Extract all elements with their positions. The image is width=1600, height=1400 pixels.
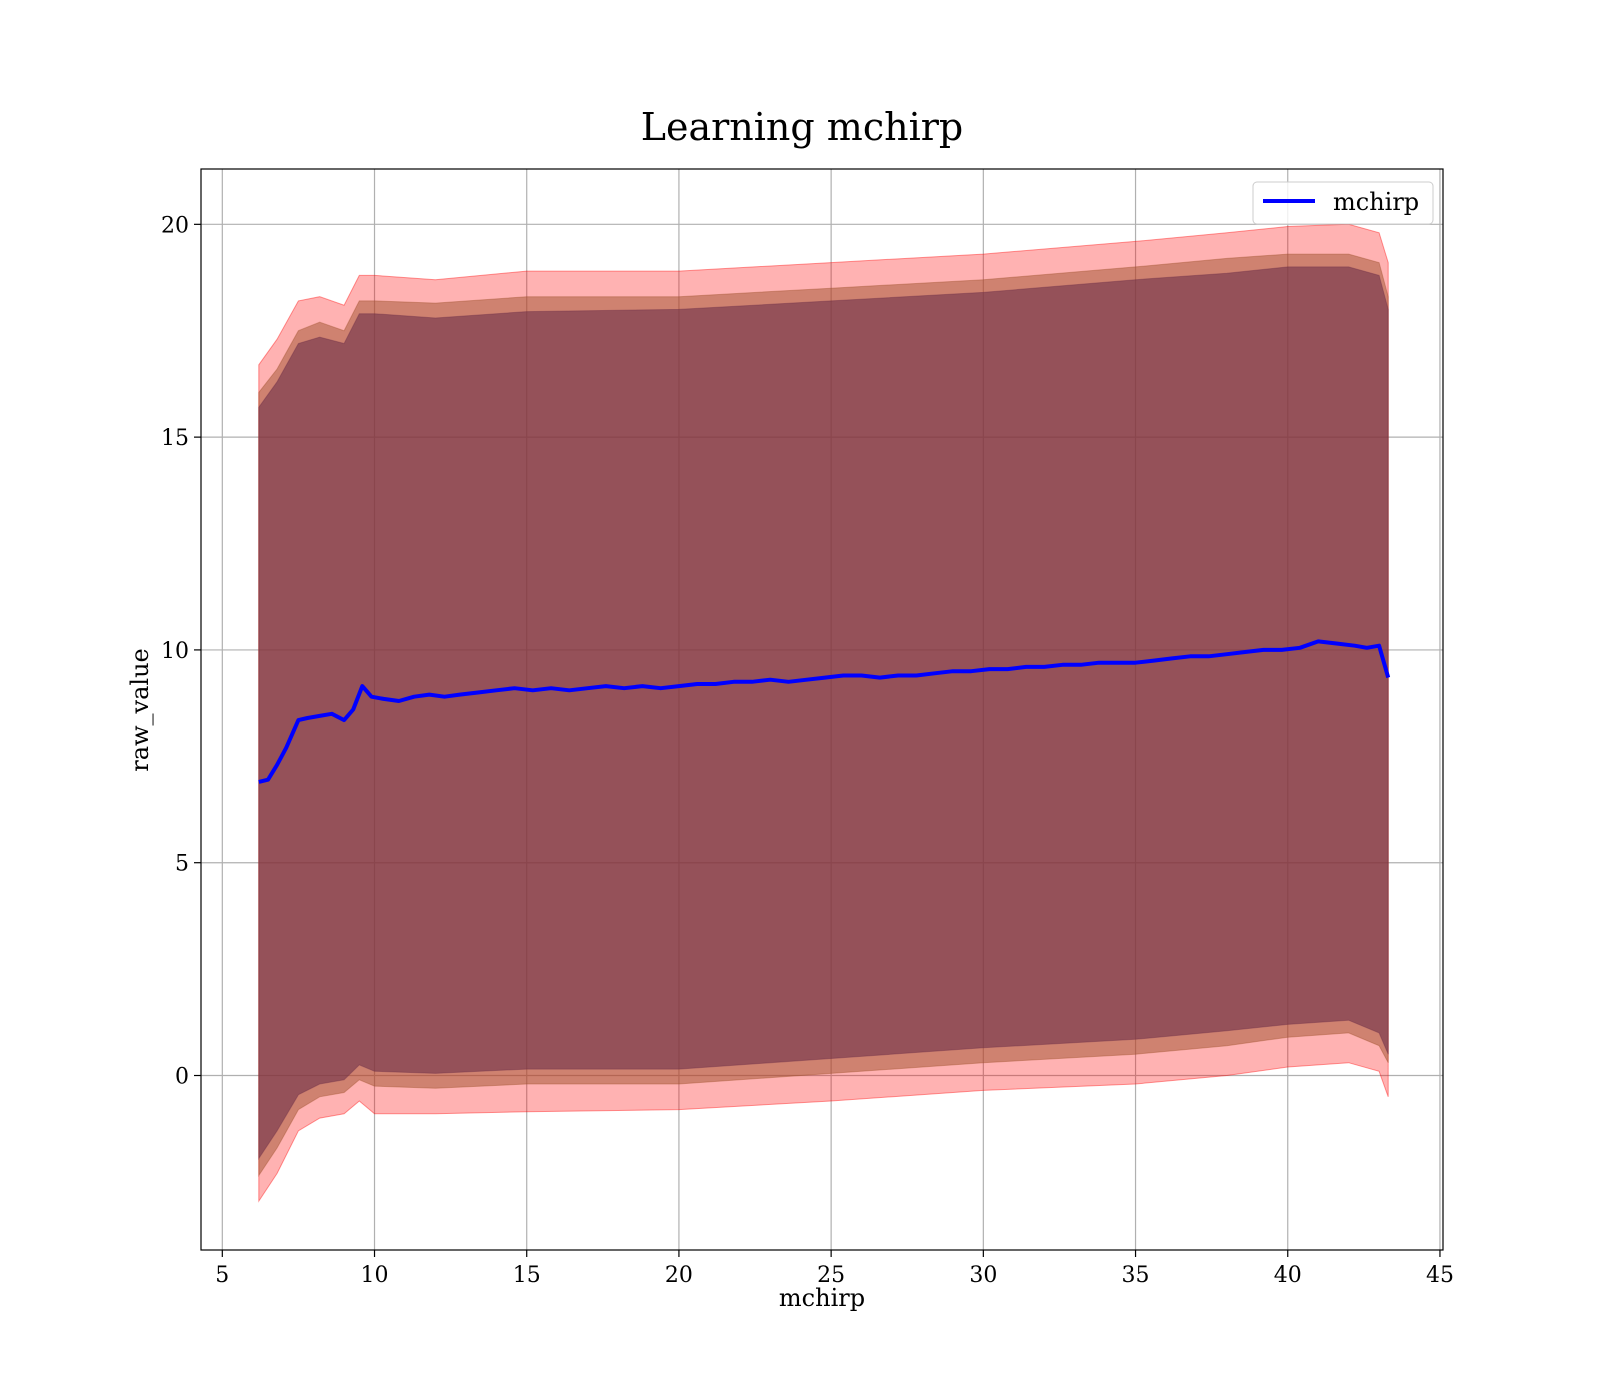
x-tick-label: 20 bbox=[665, 1263, 693, 1288]
x-tick-label: 15 bbox=[513, 1263, 541, 1288]
y-tick-label: 15 bbox=[161, 426, 189, 451]
bands bbox=[258, 223, 1389, 1203]
legend: mchirp bbox=[1252, 181, 1434, 225]
y-tick-label: 5 bbox=[175, 852, 189, 877]
legend-entry-mchirp: mchirp bbox=[1333, 188, 1419, 216]
y-axis-ticks: 0 5 10 15 20 bbox=[161, 213, 201, 1090]
x-tick-label: 10 bbox=[361, 1263, 389, 1288]
series-line-mchirp bbox=[258, 639, 1391, 784]
x-axis-label: mchirp bbox=[779, 1284, 865, 1312]
x-axis-ticks: 5 10 15 20 25 30 35 40 45 bbox=[215, 1250, 1454, 1288]
y-axis-label: raw_value bbox=[126, 648, 154, 772]
x-tick-label: 45 bbox=[1426, 1263, 1454, 1288]
x-tick-label: 25 bbox=[817, 1263, 845, 1288]
x-tick-label: 40 bbox=[1274, 1263, 1302, 1288]
y-tick-label: 10 bbox=[161, 639, 189, 664]
band-2 bbox=[258, 266, 1389, 1161]
x-tick-label: 5 bbox=[215, 1263, 229, 1288]
x-tick-label: 30 bbox=[969, 1263, 997, 1288]
series-lines bbox=[258, 639, 1391, 784]
plot-frame bbox=[200, 168, 1444, 1251]
x-tick-label: 35 bbox=[1122, 1263, 1150, 1288]
legend-box bbox=[1252, 181, 1434, 225]
chart-title: Learning mchirp bbox=[641, 105, 963, 149]
y-tick-label: 20 bbox=[161, 213, 189, 238]
y-tick-label: 0 bbox=[175, 1065, 189, 1090]
